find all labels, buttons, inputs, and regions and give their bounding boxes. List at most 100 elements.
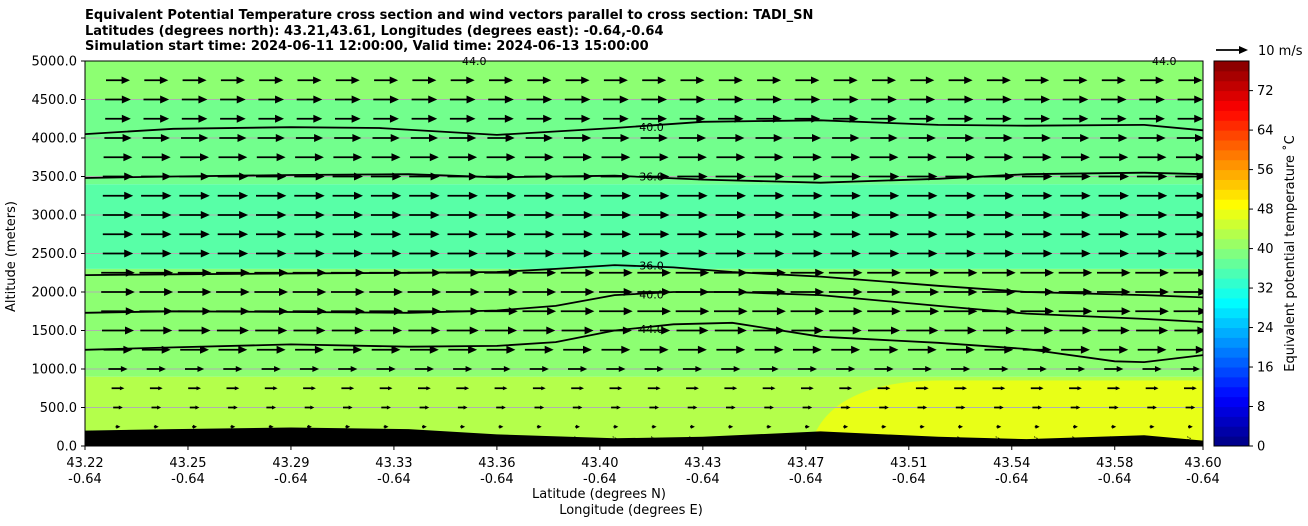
wind-vector: [102, 210, 134, 220]
wind-vector: [637, 268, 671, 277]
wind-vector: [602, 133, 630, 143]
wind-vector: [1135, 268, 1169, 277]
wind-vector: [912, 365, 932, 373]
x-tick-label-lat: 43.33: [375, 456, 412, 471]
wind-vector: [905, 287, 940, 297]
wind-vector: [945, 172, 976, 181]
wind-vector: [830, 230, 861, 239]
warm-surface-patch: [810, 380, 1203, 446]
x-tick-label-lon: -0.64: [789, 472, 823, 487]
colorbar-segment: [1214, 179, 1249, 190]
wind-vector: [217, 230, 249, 239]
colorbar-segment: [1214, 90, 1249, 101]
wind-vector: [180, 345, 209, 354]
wind-vector: [101, 287, 135, 297]
wind-vector: [790, 287, 825, 297]
wind-vector: [868, 230, 900, 239]
wind-vector: [948, 76, 973, 85]
wind-vector: [1145, 386, 1159, 391]
wind-vector: [986, 95, 1012, 104]
wind-vector: [644, 365, 664, 373]
wind-vector: [409, 172, 440, 181]
x-tick-label-lon: -0.64: [686, 472, 720, 487]
wind-vector: [412, 76, 437, 85]
y-tick-label: 4500.0: [32, 93, 78, 108]
wind-vector: [294, 210, 325, 220]
colorbar-segment: [1214, 169, 1249, 180]
wind-vector: [485, 172, 517, 181]
wind-vector: [113, 405, 123, 410]
wind-vector: [370, 249, 402, 258]
wind-vector: [292, 287, 327, 297]
wind-vector: [600, 230, 632, 239]
colorbar-segment: [1214, 436, 1249, 447]
wind-vector: [564, 114, 591, 123]
wind-vector: [945, 249, 976, 258]
wind-vector: [689, 436, 694, 441]
quiver-key: 10 m/s: [1216, 44, 1303, 59]
wind-vector: [682, 365, 703, 373]
wind-vector: [907, 249, 938, 258]
wind-vector: [1185, 405, 1196, 410]
wind-vector: [565, 76, 590, 85]
wind-vector: [1107, 386, 1121, 391]
wind-vector: [575, 424, 580, 429]
wind-vector: [524, 172, 555, 181]
colorbar-tick-label: 40: [1257, 242, 1274, 257]
wind-vector: [907, 230, 938, 239]
wind-vector: [830, 172, 861, 181]
colorbar-segment: [1214, 416, 1249, 427]
wind-vector: [332, 191, 363, 200]
wind-vector: [295, 153, 324, 162]
wind-vector: [958, 424, 963, 429]
wind-vector: [230, 424, 236, 429]
wind-vector: [1022, 210, 1053, 220]
wind-vector: [759, 365, 779, 373]
wind-vector: [370, 326, 403, 335]
wind-vector: [560, 268, 595, 277]
wind-vector: [765, 436, 770, 441]
wind-vector: [486, 153, 516, 162]
wind-vector: [411, 114, 438, 123]
wind-vector: [753, 191, 785, 200]
y-tick-label: 500.0: [40, 401, 77, 416]
wind-vector: [216, 268, 250, 277]
wind-vector: [792, 191, 823, 200]
wind-vector: [715, 249, 746, 258]
x-tick-label-lat: 43.54: [993, 456, 1030, 471]
wind-vector: [295, 133, 324, 143]
wind-vector: [1023, 133, 1051, 143]
wind-vector: [1060, 210, 1091, 220]
wind-vector: [1149, 424, 1155, 429]
wind-vector: [1135, 307, 1169, 316]
wind-vector: [678, 133, 707, 143]
wind-vector: [307, 424, 312, 429]
wind-vector: [1097, 287, 1131, 297]
wind-vector: [679, 95, 706, 104]
wind-vector: [639, 172, 670, 181]
wind-vector: [422, 424, 427, 429]
wind-vector: [867, 287, 901, 297]
wind-vector: [141, 210, 172, 220]
wind-vector: [179, 210, 210, 220]
wind-vector: [867, 268, 901, 277]
contour-line: [85, 119, 1203, 136]
wind-vector: [794, 95, 821, 104]
wind-vector: [1177, 95, 1203, 104]
wind-vector: [905, 307, 940, 316]
x-tick-label-lat: 43.51: [890, 456, 927, 471]
wind-vector: [840, 405, 851, 410]
colorbar-tick-label: 48: [1257, 203, 1274, 218]
wind-vector: [647, 386, 661, 391]
contour-label: 40.0: [639, 288, 664, 301]
wind-vector: [1180, 365, 1200, 373]
colorbar-segment: [1214, 70, 1249, 82]
wind-vector: [1098, 210, 1129, 220]
colorbar-segment: [1214, 357, 1249, 368]
wind-vector: [1173, 307, 1203, 316]
wind-vector: [601, 153, 631, 162]
wind-vector: [715, 191, 746, 200]
colorbar-segment: [1214, 159, 1249, 171]
wind-vector: [718, 114, 744, 123]
wind-vector: [1099, 345, 1129, 354]
